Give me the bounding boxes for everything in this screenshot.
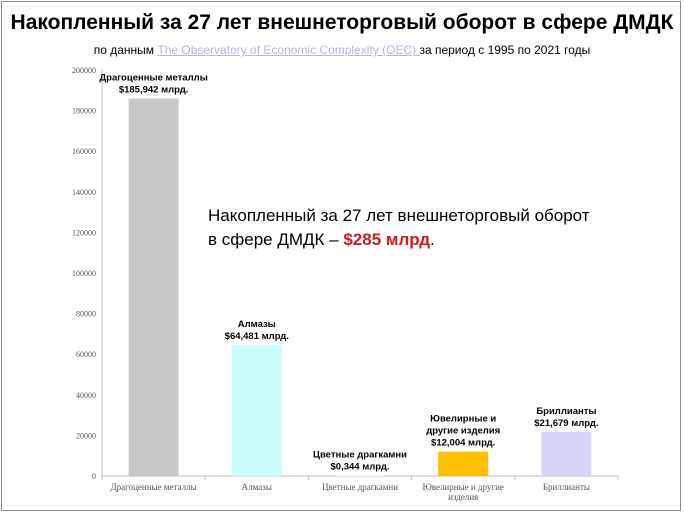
total-callout: Накопленный за 27 лет внешнеторговый обо… bbox=[208, 204, 590, 252]
data-label: Бриллианты bbox=[536, 406, 596, 417]
oec-source-link[interactable]: The Observatory of Economic Complexity (… bbox=[157, 43, 420, 57]
data-label: Ювелирные и bbox=[430, 414, 496, 425]
x-tick-label: Алмазы bbox=[242, 482, 272, 492]
bar bbox=[335, 475, 385, 476]
bar bbox=[128, 98, 179, 476]
data-label: $64,481 млрд. bbox=[225, 331, 289, 342]
data-label: Цветные драгкамни bbox=[313, 449, 407, 460]
x-tick-label: изделия bbox=[448, 492, 478, 502]
page-subtitle: по данным The Observatory of Economic Co… bbox=[0, 43, 684, 57]
x-tick-label: Цветные драгкамни bbox=[322, 482, 398, 492]
x-tick-label: Ювелирные и другие bbox=[423, 482, 504, 492]
callout-line-1: Накопленный за 27 лет внешнеторговый обо… bbox=[208, 206, 590, 225]
data-label: $0,344 млрд. bbox=[331, 461, 390, 472]
page-title: Накопленный за 27 лет внешнеторговый обо… bbox=[10, 11, 674, 34]
callout-line-2-suffix: . bbox=[430, 230, 435, 249]
bar bbox=[541, 431, 592, 476]
callout-highlight: $285 млрд bbox=[343, 230, 430, 249]
callout-line-2: в сфере ДМДК – $285 млрд. bbox=[208, 228, 590, 252]
y-tick-label: 120000 bbox=[72, 228, 96, 237]
subtitle-suffix: за период с 1995 по 2021 годы bbox=[419, 43, 591, 57]
y-tick-label: 20000 bbox=[76, 431, 96, 440]
callout-line-2-prefix: в сфере ДМДК – bbox=[208, 230, 344, 249]
y-tick-label: 200000 bbox=[72, 66, 96, 75]
y-tick-label: 140000 bbox=[72, 188, 96, 197]
data-label: Алмазы bbox=[238, 319, 276, 330]
bar bbox=[231, 345, 282, 476]
x-tick-label: Драгоценные металлы bbox=[111, 482, 197, 492]
y-tick-label: 40000 bbox=[76, 391, 96, 400]
data-label: другие изделия bbox=[426, 426, 500, 437]
y-tick-label: 80000 bbox=[76, 310, 96, 319]
y-tick-label: 60000 bbox=[76, 350, 96, 359]
subtitle-prefix: по данным bbox=[93, 43, 158, 57]
y-tick-label: 180000 bbox=[72, 107, 96, 116]
x-tick-label: Бриллианты bbox=[543, 482, 590, 492]
y-tick-label: 160000 bbox=[72, 147, 96, 156]
data-label: Драгоценные металлы bbox=[99, 73, 207, 84]
bar bbox=[438, 451, 489, 476]
y-tick-label: 0 bbox=[92, 472, 96, 481]
data-label: $185,942 млрд. bbox=[119, 85, 189, 96]
data-label: $12,004 млрд. bbox=[431, 438, 495, 449]
data-label: $21,679 млрд. bbox=[534, 418, 598, 429]
y-tick-label: 100000 bbox=[72, 269, 96, 278]
